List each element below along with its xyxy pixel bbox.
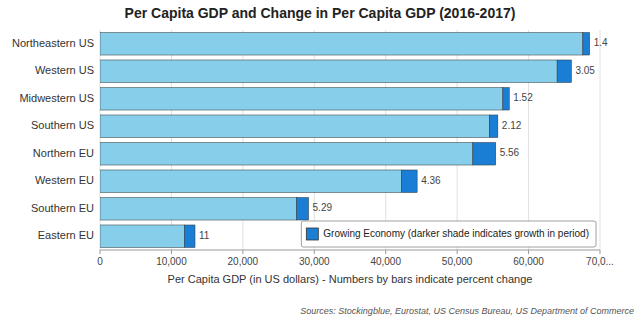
tick-label: 0	[97, 256, 103, 267]
tick-label: Eastern EU	[38, 229, 94, 241]
grid	[100, 30, 600, 250]
bar	[100, 142, 473, 165]
annotation: 11	[199, 230, 210, 241]
bar	[473, 142, 496, 165]
bar	[100, 32, 583, 55]
chart: Per Capita GDP and Change in Per Capita …	[0, 0, 640, 320]
bar	[489, 115, 498, 138]
tick-mark	[385, 250, 386, 254]
bar	[100, 87, 503, 110]
tick-label: Midwestern US	[19, 92, 94, 104]
tick-label: Northeastern US	[12, 37, 94, 49]
bar	[100, 225, 184, 248]
legend-swatch	[306, 228, 318, 240]
bar	[100, 60, 557, 83]
grid-line	[600, 30, 601, 250]
tick-label: 20,000	[228, 256, 259, 267]
bar	[401, 170, 417, 193]
tick-label: Western US	[35, 64, 94, 76]
tick-label: Southern EU	[31, 202, 94, 214]
x-axis-label: Per Capita GDP (in US dollars) - Numbers…	[168, 273, 533, 285]
annotation: 4.36	[421, 175, 441, 186]
tick-label: 50,000	[442, 256, 473, 267]
bar	[296, 197, 308, 220]
tick-label: 70,0...	[586, 256, 614, 267]
y-ticks: Eastern EU Southern EU Western EU Northern …	[12, 37, 94, 242]
tick-mark	[100, 250, 101, 254]
tick-label: 10,000	[156, 256, 187, 267]
x-ticks: 0 10,000 20,000 30,000 40,000 50,000 60,000 70,…	[97, 250, 614, 267]
page: {"chart_data": {"type": "bar", "orientat…	[0, 0, 640, 320]
tick-mark	[600, 250, 601, 254]
tick-label: Northern EU	[33, 147, 94, 159]
source: Sources: Stockingblue, Eurostat, US Cens…	[300, 306, 634, 316]
tick-label: 60,000	[513, 256, 544, 267]
tick-label: Southern US	[31, 119, 94, 131]
legend-label: Growing Economy (darker shade indicates …	[323, 228, 589, 239]
annotation: 2.12	[502, 120, 522, 131]
annotation: 1.4	[594, 37, 608, 48]
annotation: 5.56	[500, 147, 520, 158]
bar	[557, 60, 571, 83]
tick-mark	[242, 250, 243, 254]
tick-mark	[528, 250, 529, 254]
bar	[100, 197, 296, 220]
legend-frame	[301, 221, 596, 247]
bar	[100, 115, 489, 138]
x-axis-line	[100, 250, 600, 251]
tick-mark	[171, 250, 172, 254]
bar	[100, 170, 401, 193]
annotation: 1.52	[513, 92, 533, 103]
title: Per Capita GDP and Change in Per Capita …	[125, 5, 516, 21]
legend: Growing Economy (darker shade indicates …	[301, 221, 596, 247]
tick-label: 40,000	[370, 256, 401, 267]
annotation: 3.05	[575, 65, 595, 76]
percent-labels: 11 5.29 4.36 5.56 2.12 1.52 3.05 1.4	[199, 37, 608, 241]
bar	[503, 87, 509, 110]
bar	[184, 225, 195, 248]
tick-mark	[457, 250, 458, 254]
tick-mark	[314, 250, 315, 254]
bar	[583, 32, 590, 55]
annotation: 5.29	[313, 202, 333, 213]
bars	[100, 32, 590, 247]
tick-label: 30,000	[299, 256, 330, 267]
tick-label: Western EU	[35, 174, 94, 186]
